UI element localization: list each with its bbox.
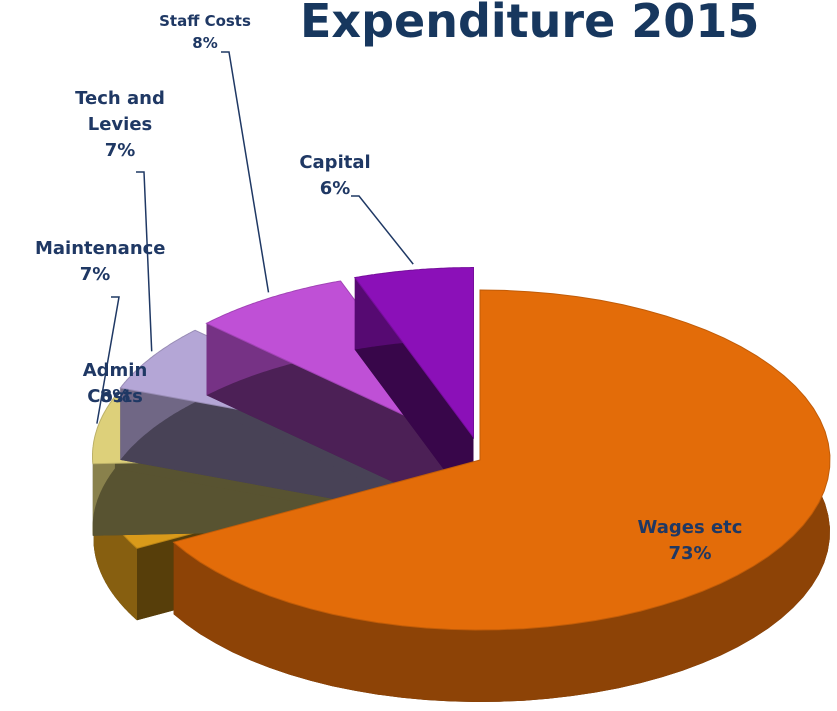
slice-value-label: 8%	[192, 34, 218, 52]
leader-line	[221, 51, 270, 293]
slice-label: Staff Costs	[159, 12, 251, 30]
slice-value-label: 7%	[104, 140, 136, 161]
slice-label: Admin Costs	[82, 360, 148, 407]
leader-line	[351, 195, 414, 265]
slice-side	[120, 387, 448, 520]
leader-line	[96, 296, 120, 424]
slice	[353, 267, 474, 440]
slice-value-label: 8%	[99, 386, 131, 407]
slice-value-label: 7%	[79, 264, 111, 285]
slice-value-label: 73%	[668, 543, 712, 564]
chart-title: Expenditure 2015	[300, 0, 760, 48]
slice-side	[206, 323, 460, 513]
slice-label: Wages etc	[637, 517, 743, 538]
slice-label: Tech and Levies	[75, 88, 165, 135]
slice-value-label: 6%	[319, 178, 351, 199]
slice-label: Maintenance	[35, 238, 166, 259]
slice	[172, 289, 831, 631]
leader-line	[136, 171, 153, 352]
slice-label: Capital	[299, 152, 371, 173]
